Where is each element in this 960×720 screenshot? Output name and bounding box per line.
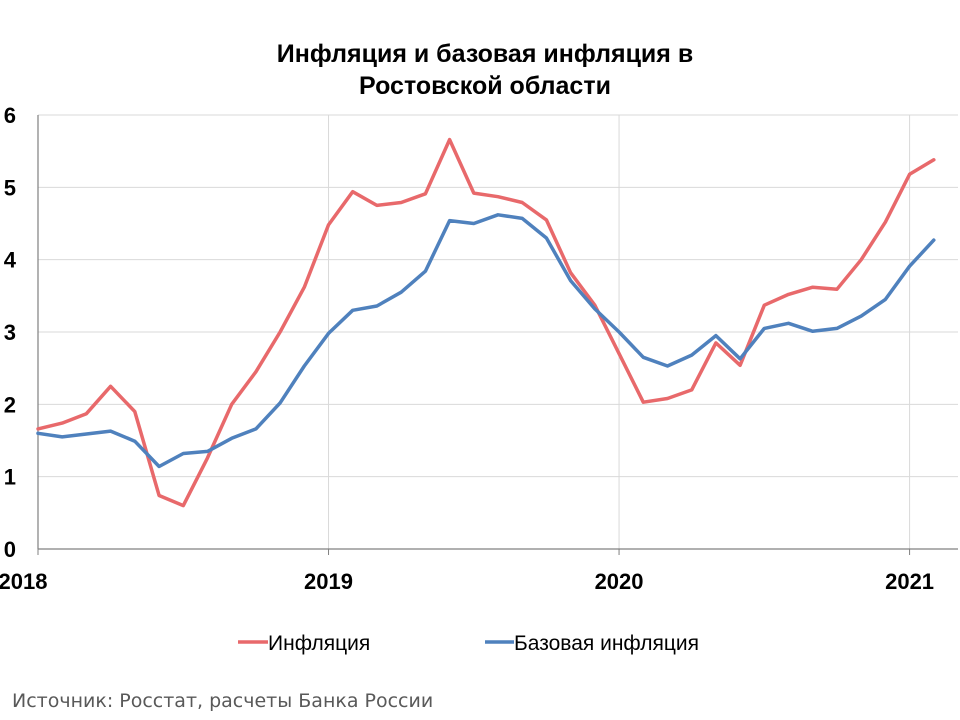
x-axis-ticks: 2018 2019 2020 2021	[0, 569, 934, 594]
y-tick-label: 5	[4, 175, 16, 200]
y-tick-label: 2	[4, 392, 16, 417]
chart-title-line-2: Ростовской области	[359, 72, 611, 100]
y-tick-label: 4	[4, 248, 17, 273]
source-note: Источник: Росстат, расчеты Банка России	[12, 690, 434, 712]
legend-label-2: Базовая инфляция	[514, 632, 699, 655]
series-lines	[36, 137, 936, 508]
legend-label-1: Инфляция	[268, 632, 370, 655]
axes	[37, 115, 958, 555]
line-chart: 0 1 2 3 4 5 6 2018 2019 2020 2021 Инфляция Базовая…	[0, 103, 958, 655]
legend: Инфляция Базовая инфляция	[238, 632, 699, 655]
series-line-1	[36, 137, 936, 508]
chart-title: Инфляция и базовая инфляция в Ростовской…	[0, 38, 960, 102]
x-tick-label: 2020	[595, 569, 644, 594]
y-tick-label: 3	[4, 320, 16, 345]
chart-title-line-1: Инфляция и базовая инфляция в	[276, 40, 694, 68]
x-tick-label: 2021	[885, 569, 934, 594]
y-tick-label: 6	[4, 103, 16, 128]
y-tick-label: 0	[4, 537, 16, 562]
x-tick-label: 2018	[0, 569, 47, 594]
y-axis-ticks: 0 1 2 3 4 5 6	[4, 103, 17, 562]
y-tick-label: 1	[4, 465, 16, 490]
x-tick-label: 2019	[304, 569, 353, 594]
series-line-2	[36, 213, 936, 469]
